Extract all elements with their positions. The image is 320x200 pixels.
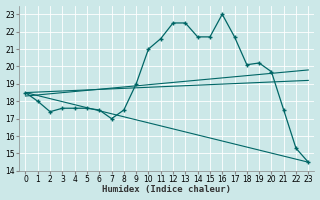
- X-axis label: Humidex (Indice chaleur): Humidex (Indice chaleur): [102, 185, 231, 194]
